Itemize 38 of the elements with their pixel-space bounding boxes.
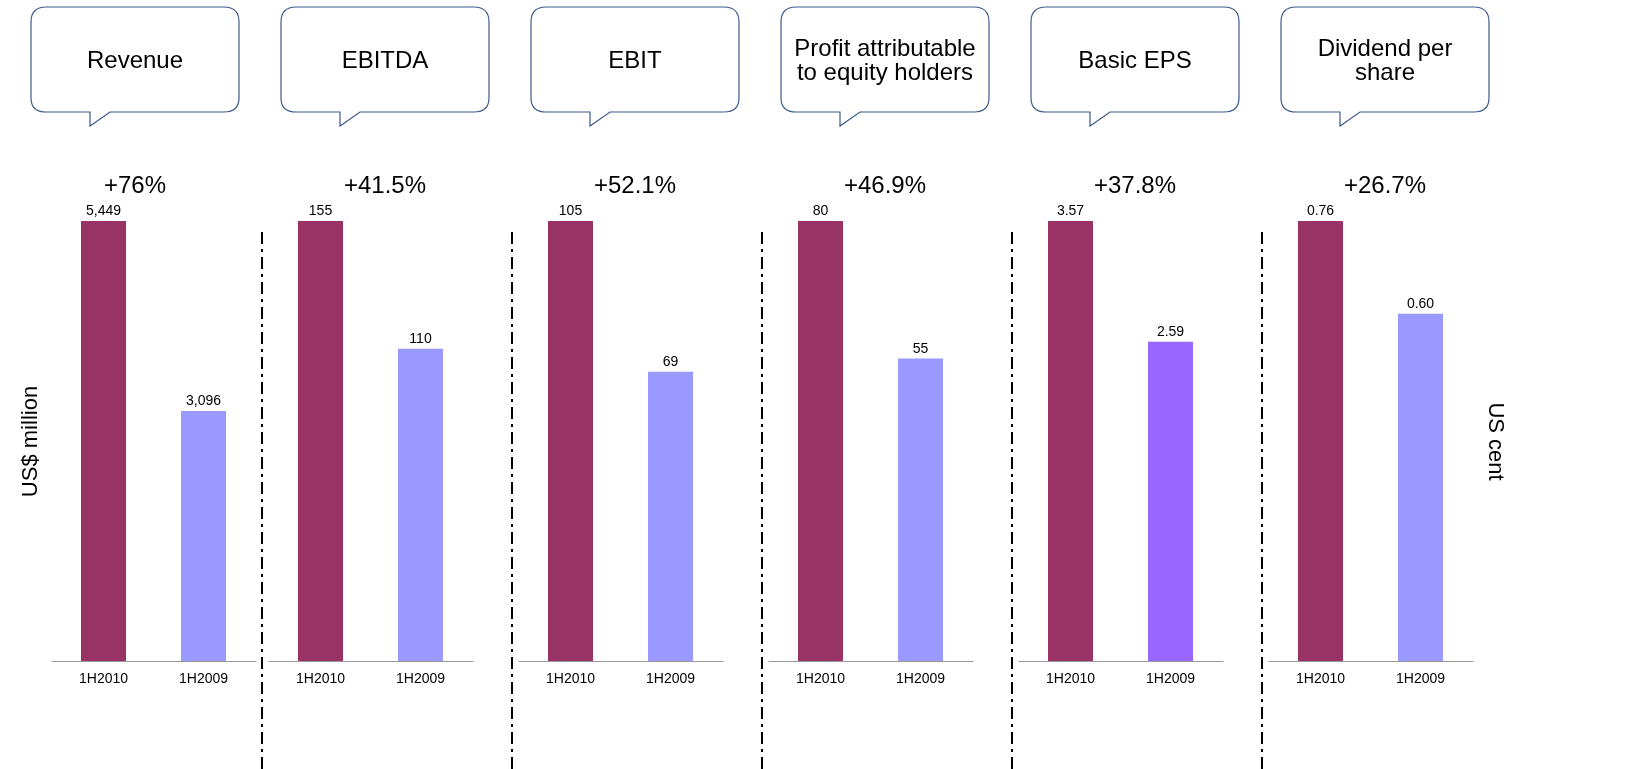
chart-subtitle: +52.1%	[593, 171, 677, 198]
data-label: 69	[662, 352, 679, 369]
x-tick-label: 1H2009	[395, 669, 446, 686]
chart-title: Dividend per share	[1316, 33, 1454, 87]
y-axis-title: US cent	[1483, 402, 1509, 481]
data-label: 55	[912, 339, 929, 356]
x-tick-label: 1H2010	[545, 669, 596, 686]
data-label: 105	[558, 202, 583, 218]
chart-subtitle: +46.9%	[843, 171, 927, 198]
x-tick-label: 1H2009	[1395, 669, 1446, 686]
chart-title: Basic EPS	[1077, 45, 1193, 75]
data-label: 80	[812, 202, 829, 218]
chart-title: EBIT	[607, 45, 663, 75]
chart-title: Profit attributable to equity holders	[793, 33, 977, 87]
chart-title: EBITDA	[340, 45, 430, 75]
data-label: 5,449	[85, 202, 122, 218]
data-label: 2.59	[1156, 322, 1185, 339]
x-tick-label: 1H2010	[78, 669, 129, 686]
chart-subtitle: +76%	[103, 171, 167, 198]
data-label: 3.57	[1056, 202, 1085, 218]
x-tick-label: 1H2009	[645, 669, 696, 686]
data-label: 0.76	[1306, 202, 1335, 218]
data-label: 155	[308, 202, 333, 218]
x-tick-label: 1H2009	[178, 669, 229, 686]
chart-subtitle: +41.5%	[343, 171, 427, 198]
y-axis-title: US$ million	[16, 385, 42, 498]
data-label: 3,096	[185, 392, 222, 408]
x-tick-label: 1H2010	[795, 669, 846, 686]
data-label: 110	[409, 329, 432, 346]
x-tick-label: 1H2010	[1295, 669, 1346, 686]
x-tick-label: 1H2009	[1145, 669, 1196, 686]
data-label: 0.60	[1406, 294, 1435, 311]
chart-title: Revenue	[85, 45, 185, 75]
x-tick-label: 1H2010	[295, 669, 346, 686]
x-tick-label: 1H2010	[1045, 669, 1096, 686]
chart-subtitle: +37.8%	[1093, 171, 1177, 198]
x-tick-label: 1H2009	[895, 669, 946, 686]
chart-subtitle: +26.7%	[1343, 171, 1427, 198]
